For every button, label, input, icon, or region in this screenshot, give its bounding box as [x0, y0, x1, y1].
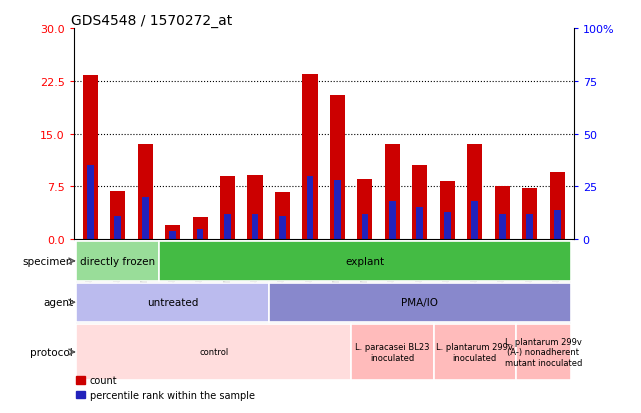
Text: L. paracasei BL23
inoculated: L. paracasei BL23 inoculated [355, 342, 429, 362]
Bar [379, 240, 406, 366]
Bar [544, 240, 571, 366]
Bar [83, 76, 98, 240]
Bar [138, 145, 153, 240]
Bar [324, 240, 351, 366]
Bar [495, 187, 510, 240]
Bar [214, 240, 241, 366]
Bar [269, 283, 571, 322]
Bar [522, 188, 537, 240]
Bar [192, 217, 208, 240]
Bar [241, 240, 269, 366]
Text: GDS4548 / 1570272_at: GDS4548 / 1570272_at [71, 14, 233, 28]
Text: L. plantarum 299v
inoculated: L. plantarum 299v inoculated [437, 342, 513, 362]
Bar [550, 173, 565, 240]
Bar [433, 324, 516, 380]
Bar [269, 240, 296, 366]
Bar [76, 240, 104, 366]
Bar [110, 192, 125, 240]
Bar [159, 242, 571, 281]
Bar [159, 240, 187, 366]
Bar [104, 240, 131, 366]
Bar [165, 225, 180, 240]
Bar [499, 214, 506, 240]
Bar [516, 240, 544, 366]
Bar [358, 180, 372, 240]
Text: explant: explant [345, 256, 385, 266]
Bar [334, 180, 341, 240]
Bar [87, 166, 94, 240]
Text: control: control [199, 348, 228, 356]
Bar [389, 202, 395, 240]
Bar [554, 210, 561, 240]
Bar [169, 231, 176, 240]
Bar [306, 176, 313, 240]
Bar [296, 240, 324, 366]
Bar [187, 240, 214, 366]
Bar [76, 242, 159, 281]
Bar [279, 216, 286, 240]
Legend: count, percentile rank within the sample: count, percentile rank within the sample [72, 371, 258, 404]
Bar [275, 192, 290, 240]
Bar [76, 324, 351, 380]
Bar [526, 214, 533, 240]
Bar [197, 229, 203, 240]
Bar [76, 283, 269, 322]
Bar [385, 145, 400, 240]
Text: specimen: specimen [23, 256, 73, 266]
Bar [516, 324, 571, 380]
Bar [252, 214, 258, 240]
Bar [303, 75, 317, 240]
Bar [131, 240, 159, 366]
Bar [444, 212, 451, 240]
Bar [433, 240, 461, 366]
Bar [351, 240, 379, 366]
Text: L. plantarum 299v
(A-) nonadherent
mutant inoculated: L. plantarum 299v (A-) nonadherent mutan… [505, 337, 582, 367]
Bar [224, 214, 231, 240]
Bar [406, 240, 433, 366]
Bar [412, 166, 428, 240]
Bar [471, 202, 478, 240]
Text: directly frozen: directly frozen [80, 256, 155, 266]
Text: agent: agent [43, 297, 73, 308]
Bar [362, 214, 369, 240]
Bar [114, 216, 121, 240]
Bar [142, 197, 149, 240]
Text: protocol: protocol [30, 347, 73, 357]
Bar [467, 145, 482, 240]
Bar [351, 324, 433, 380]
Bar [247, 176, 263, 240]
Bar [417, 208, 423, 240]
Text: PMA/IO: PMA/IO [401, 297, 438, 308]
Bar [330, 96, 345, 240]
Bar [488, 240, 516, 366]
Text: untreated: untreated [147, 297, 198, 308]
Bar [440, 181, 455, 240]
Bar [220, 176, 235, 240]
Bar [461, 240, 488, 366]
